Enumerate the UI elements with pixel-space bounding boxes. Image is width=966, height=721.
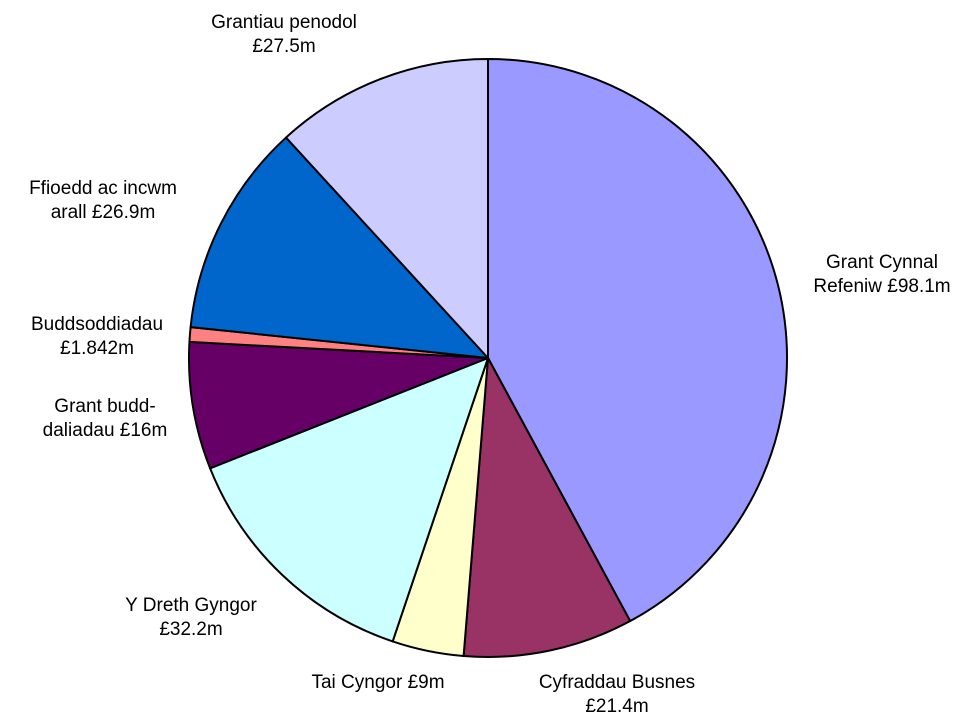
pie-slice-7 — [285, 58, 489, 359]
slice-label-1-line-0: Cyfraddau Busnes — [539, 672, 695, 693]
slice-label-7: Grantiau penodol £27.5m — [211, 12, 357, 57]
slice-label-4: Grant budd-daliadau £16m — [43, 396, 168, 441]
pie-slice-6 — [189, 136, 489, 359]
slice-label-6: Ffioedd ac incwm arall £26.9m — [29, 178, 177, 223]
slice-label-7-line-1: £27.5m — [252, 36, 315, 57]
slice-label-2-line-0: Tai Cyngor £9m — [311, 672, 444, 693]
slice-label-6-line-1: arall £26.9m — [51, 202, 156, 223]
slice-label-3-line-1: £32.2m — [159, 619, 222, 640]
slice-label-0-line-1: Refeniw £98.1m — [813, 276, 950, 297]
slice-label-5-line-1: £1.842m — [60, 338, 134, 359]
slice-label-4-line-0: Grant budd- — [54, 396, 155, 417]
slice-label-5-line-0: Buddsoddiadau — [31, 314, 163, 335]
slice-label-5: Buddsoddiadau £1.842m — [31, 314, 163, 359]
slice-label-0-line-0: Grant Cynnal — [826, 252, 938, 273]
slice-label-1-line-1: £21.4m — [585, 696, 648, 717]
pie-labels: Grant Cynnal Refeniw £98.1m Cyfraddau Busn… — [29, 12, 951, 717]
pie-slice-1 — [462, 357, 632, 658]
pie-slices — [188, 58, 788, 658]
slice-label-1: Cyfraddau Busnes £21.4m — [539, 672, 695, 717]
slice-label-3-line-0: Y Dreth Gyngor — [125, 595, 257, 616]
slice-label-2: Tai Cyngor £9m — [311, 672, 444, 693]
pie-slice-3 — [209, 357, 489, 643]
slice-label-7-line-0: Grantiau penodol — [211, 12, 357, 33]
slice-label-4-line-1: daliadau £16m — [43, 420, 168, 441]
slice-label-3: Y Dreth Gyngor £32.2m — [125, 595, 257, 640]
slice-label-6-line-0: Ffioedd ac incwm — [29, 178, 177, 199]
pie-slice-0 — [487, 58, 788, 623]
slice-label-0: Grant Cynnal Refeniw £98.1m — [813, 252, 950, 297]
pie-slice-4 — [188, 340, 489, 470]
